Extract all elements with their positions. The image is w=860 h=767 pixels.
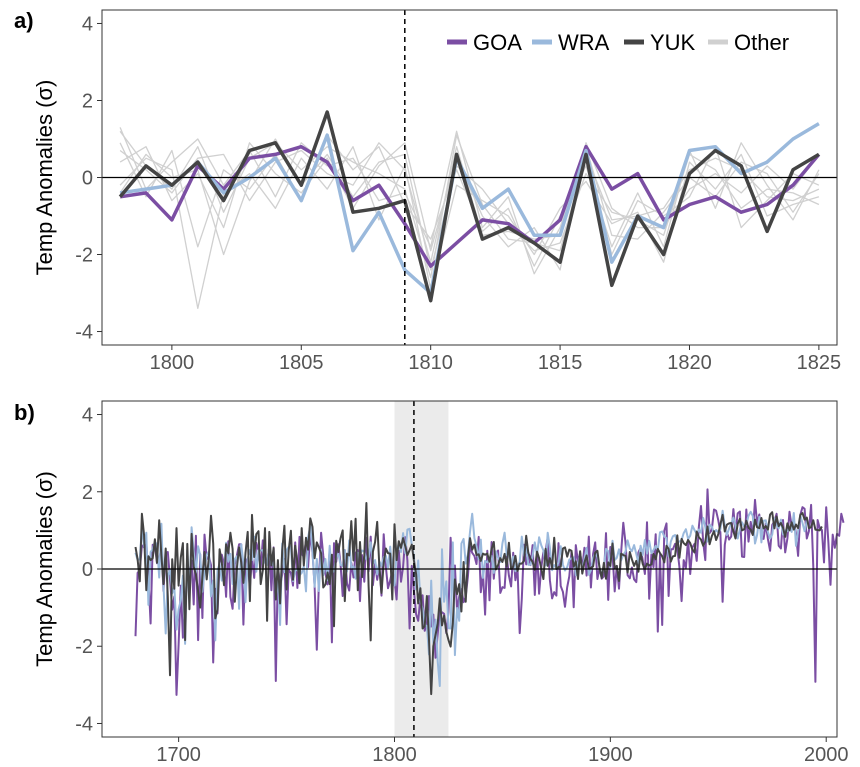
x-tick-label: 1815 (538, 352, 583, 374)
wra-series-line (134, 509, 808, 687)
series-group (118, 110, 821, 310)
y-tick-label: 0 (82, 168, 93, 190)
y-tick-label: 2 (82, 482, 93, 504)
x-tick-label: 1820 (667, 352, 712, 374)
y-tick-label: -4 (75, 713, 93, 735)
series-group (134, 488, 845, 696)
legend: GOA WRA YUK Other (447, 30, 789, 55)
goa-series-line (134, 488, 845, 696)
y-tick-label: -2 (75, 245, 93, 267)
panel-b: -4 -2 0 2 4 1700 1800 1900 2000 Temp Anomalies (σ… (14, 400, 848, 766)
panel-label: a) (14, 8, 34, 33)
x-tick-label: 1805 (279, 352, 324, 374)
yuk-series-line (118, 110, 820, 303)
x-tick-label: 1800 (372, 744, 417, 766)
legend-label: WRA (558, 30, 610, 55)
x-tick-label: 1810 (408, 352, 453, 374)
y-tick-label: -2 (75, 636, 93, 658)
x-tick-label: 1800 (150, 352, 195, 374)
x-tick-label: 2000 (804, 744, 849, 766)
legend-label: GOA (473, 30, 522, 55)
wra-series-line (119, 122, 820, 295)
y-tick-label: 4 (82, 13, 93, 35)
x-tick-label: 1825 (797, 352, 842, 374)
x-tick-label: 1700 (156, 744, 201, 766)
y-tick-label: 0 (82, 559, 93, 581)
x-tick-label: 1900 (588, 744, 633, 766)
y-axis-title: Temp Anomalies (σ) (32, 471, 57, 667)
y-tick-label: 4 (82, 405, 93, 427)
y-axis-title: Temp Anomalies (σ) (32, 80, 57, 276)
y-tick-label: -4 (75, 322, 93, 344)
legend-label: Other (734, 30, 789, 55)
panel-a: -4 -2 0 2 4 1800 1805 1810 1815 1820 1825 Temp Anom… (14, 8, 841, 374)
y-tick-label: 2 (82, 90, 93, 112)
panel-label: b) (14, 400, 35, 425)
legend-label: YUK (650, 30, 696, 55)
yuk-series-line (134, 502, 823, 696)
